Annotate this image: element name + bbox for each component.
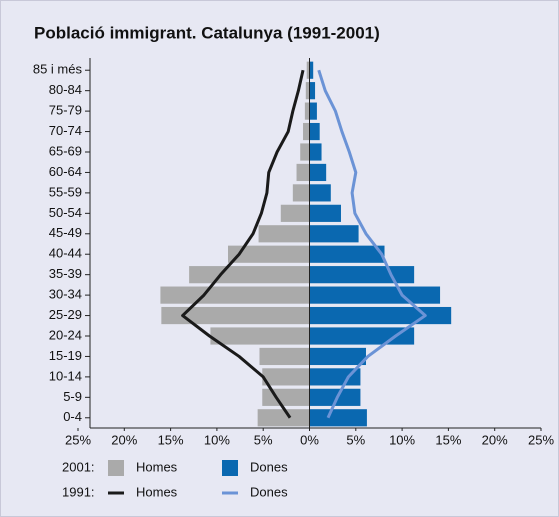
bar: [259, 347, 310, 366]
x-tick-label: 10%: [204, 432, 230, 447]
y-tick-label: 25-29: [49, 307, 82, 322]
bar: [309, 266, 415, 284]
bar: [309, 163, 327, 182]
x-tick-label: 10%: [389, 432, 415, 447]
bar: [309, 306, 452, 325]
x-tick-label: 5%: [254, 432, 273, 447]
bar: [304, 102, 310, 120]
legend-group-label: 1991:: [62, 484, 95, 499]
bar: [309, 204, 341, 222]
bar: [309, 143, 322, 161]
y-tick-label: 50-54: [49, 205, 82, 220]
bar: [210, 327, 310, 345]
bar: [189, 266, 310, 284]
bar: [309, 184, 331, 202]
line: [181, 69, 305, 419]
bar: [309, 245, 385, 263]
y-tick-label: 80-84: [49, 82, 82, 97]
y-tick-label: 5-9: [63, 389, 82, 404]
bar: [309, 388, 361, 406]
bar: [309, 347, 366, 366]
y-tick-label: 30-34: [49, 287, 82, 302]
bar: [296, 163, 310, 182]
y-tick-label: 65-69: [49, 143, 82, 158]
bar: [303, 122, 310, 141]
bar: [262, 368, 310, 386]
bar: [306, 61, 310, 79]
bar: [309, 122, 320, 141]
y-tick-label: 75-79: [49, 103, 82, 118]
chart-title: Població immigrant. Catalunya (1991-2001…: [34, 23, 380, 42]
legend-label: Homes: [136, 459, 178, 474]
bar: [309, 61, 314, 79]
x-tick-label: 20%: [482, 432, 508, 447]
y-tick-label: 60-64: [49, 164, 82, 179]
y-tick-label: 55-59: [49, 184, 82, 199]
bar: [292, 184, 310, 202]
bar: [262, 388, 310, 406]
y-tick-label: 15-19: [49, 348, 82, 363]
y-tick-label: 40-44: [49, 246, 82, 261]
x-tick-label: 25%: [65, 432, 91, 447]
bar: [258, 225, 310, 243]
bar: [309, 225, 359, 243]
bar: [161, 306, 310, 325]
y-tick-label: 70-74: [49, 123, 82, 138]
legend-label: Homes: [136, 484, 178, 499]
bar: [257, 409, 310, 427]
legend-swatch: [108, 460, 124, 476]
bar: [309, 327, 415, 345]
x-tick-label: 15%: [435, 432, 461, 447]
bar: [305, 82, 310, 100]
y-tick-label: 10-14: [49, 368, 82, 383]
x-tick-label: 15%: [158, 432, 184, 447]
y-tick-label: 20-24: [49, 327, 82, 342]
legend-label: Dones: [250, 484, 288, 499]
bar: [228, 245, 310, 263]
bar: [300, 143, 310, 161]
bar: [309, 409, 367, 427]
x-tick-label: 0%: [300, 432, 319, 447]
x-tick-label: 20%: [111, 432, 137, 447]
bar: [160, 286, 310, 304]
legend-group-label: 2001:: [62, 459, 95, 474]
legend-label: Dones: [250, 459, 288, 474]
y-tick-label: 45-49: [49, 225, 82, 240]
x-tick-label: 5%: [346, 432, 365, 447]
x-tick-label: 25%: [528, 432, 554, 447]
legend-swatch: [222, 460, 238, 476]
y-tick-label: 35-39: [49, 266, 82, 281]
y-tick-label: 0-4: [63, 409, 82, 424]
y-tick-label: 85 i més: [33, 62, 83, 77]
line: [317, 69, 427, 419]
bar: [309, 82, 316, 100]
bar: [280, 204, 310, 222]
bar: [309, 286, 441, 304]
bar: [309, 102, 317, 120]
